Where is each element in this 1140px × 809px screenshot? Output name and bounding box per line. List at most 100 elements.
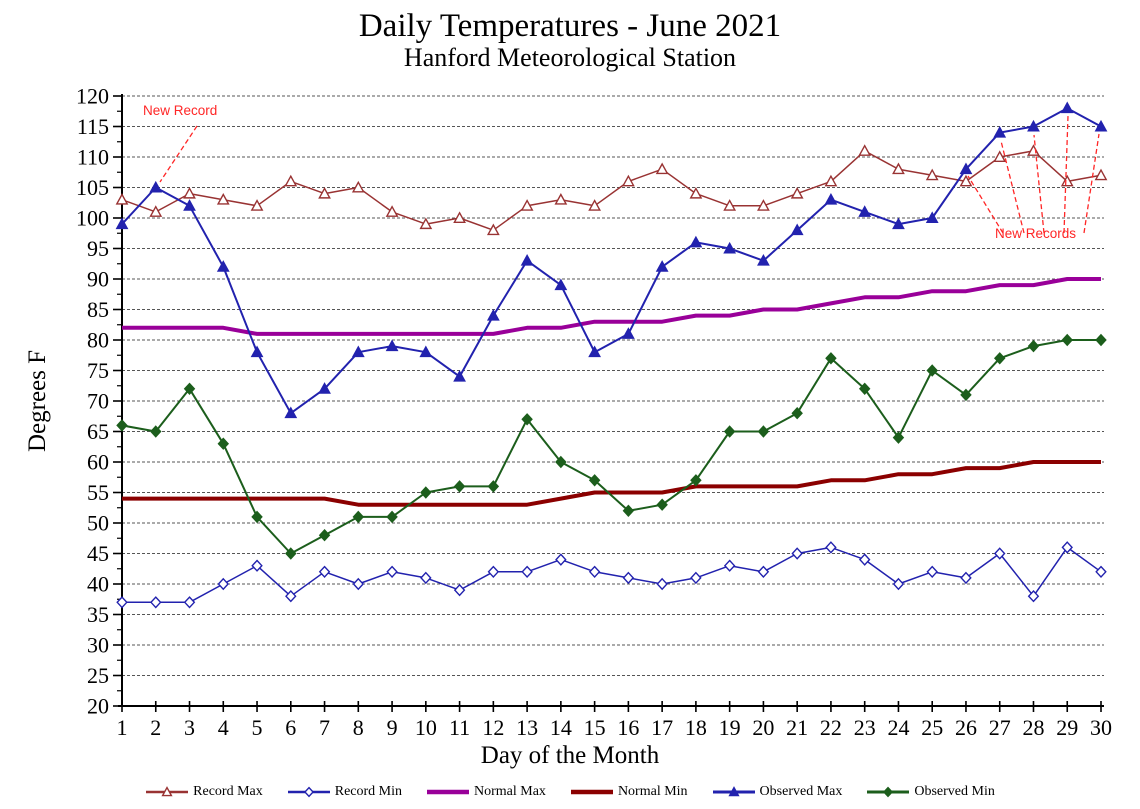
y-tick-label: 90 (87, 267, 109, 292)
marker-record-max (250, 199, 264, 211)
legend-sample-marker (727, 786, 740, 797)
marker-observed-min (993, 352, 1006, 365)
marker-record-max (183, 186, 196, 199)
legend-item-record-min: Record Min (287, 784, 402, 800)
y-tick-label: 120 (76, 84, 109, 109)
marker-record-min (690, 571, 702, 585)
observed-max-legend-marker (712, 786, 755, 797)
marker-observed-min (453, 480, 466, 493)
marker-observed-max (1094, 119, 1108, 132)
marker-observed-max (925, 211, 939, 223)
y-tick-label: 95 (87, 236, 109, 261)
annotation-line (1083, 133, 1100, 234)
y-tick-label: 100 (76, 206, 109, 231)
x-tick-label: 24 (887, 715, 909, 740)
x-tick-label: 10 (415, 715, 437, 740)
x-tick-label: 20 (752, 715, 774, 740)
legend-label: Record Max (193, 784, 263, 799)
marker-record-min (622, 571, 635, 585)
marker-record-min (791, 547, 803, 560)
marker-record-min (1061, 541, 1073, 554)
legend-label: Observed Max (759, 784, 843, 799)
marker-observed-max (554, 278, 568, 291)
marker-observed-max (486, 308, 500, 321)
x-tick-label: 8 (353, 715, 364, 740)
marker-record-min (993, 547, 1006, 560)
legend-item-observed-max: Observed Max (712, 784, 843, 800)
marker-record-max (925, 168, 939, 181)
marker-observed-min (690, 474, 702, 487)
chart-subtitle: Hanford Meteorological Station (403, 43, 737, 72)
x-tick-label: 23 (854, 715, 876, 740)
marker-observed-min (116, 419, 128, 432)
x-tick-label: 25 (921, 715, 943, 740)
marker-observed-max (385, 339, 399, 352)
x-tick-label: 13 (516, 715, 538, 740)
x-tick-label: 26 (955, 715, 977, 740)
marker-record-min (858, 553, 871, 566)
marker-observed-max (453, 369, 466, 382)
marker-observed-min (791, 406, 803, 420)
legend-label: Record Min (334, 784, 402, 799)
y-tick-label: 110 (77, 145, 109, 170)
x-tick-label: 4 (218, 715, 229, 740)
marker-record-min (1095, 565, 1107, 579)
y-tick-label: 45 (87, 541, 109, 566)
x-tick-label: 18 (685, 715, 707, 740)
marker-observed-min (318, 528, 331, 542)
x-tick-label: 15 (584, 715, 606, 740)
x-tick-label: 17 (651, 715, 673, 740)
marker-record-min (420, 571, 432, 585)
marker-observed-max (1060, 101, 1074, 114)
marker-record-min (757, 565, 770, 579)
marker-record-max (689, 186, 703, 199)
marker-record-max (520, 199, 534, 211)
marker-observed-min (825, 352, 837, 365)
marker-observed-min (487, 480, 500, 493)
x-tick-label: 21 (786, 715, 808, 740)
series-normal-max-line (122, 277, 1101, 336)
x-tick-label: 28 (1022, 715, 1044, 740)
y-tick-label: 25 (87, 663, 109, 688)
x-tick-label: 14 (550, 715, 572, 740)
marker-record-max (554, 193, 568, 205)
marker-observed-min (1027, 339, 1040, 353)
marker-record-max (419, 217, 433, 230)
y-tick-label: 50 (87, 511, 109, 536)
marker-record-min (825, 541, 837, 554)
x-tick-label: 29 (1056, 715, 1078, 740)
marker-record-min (656, 577, 668, 591)
marker-observed-max (993, 125, 1007, 138)
marker-observed-max (858, 205, 872, 217)
observed-min-legend-marker (867, 786, 910, 798)
marker-record-max (284, 174, 298, 187)
x-tick-label: 2 (150, 715, 161, 740)
normal-max-legend-marker (427, 789, 469, 795)
legend-item-normal-min: Normal Min (570, 784, 688, 800)
x-tick-label: 7 (319, 715, 330, 740)
x-tick-label: 22 (820, 715, 842, 740)
legend-label: Normal Min (617, 784, 688, 799)
marker-record-max (1094, 168, 1108, 181)
marker-observed-min (926, 364, 938, 377)
x-tick-label: 30 (1090, 715, 1112, 740)
annotation-line (1063, 115, 1069, 234)
y-tick-label: 30 (87, 633, 109, 658)
marker-record-max (824, 174, 838, 187)
marker-observed-min (892, 431, 905, 444)
marker-observed-min (1095, 333, 1107, 347)
marker-record-max (655, 162, 669, 175)
normal-min-legend-marker (570, 789, 613, 795)
y-axis-title: Degrees F (24, 349, 51, 453)
marker-observed-min (858, 382, 871, 396)
annotation-new-record: New Record (143, 103, 218, 118)
marker-record-max (1060, 174, 1074, 187)
marker-observed-min (521, 413, 533, 426)
marker-observed-max (892, 217, 905, 230)
marker-observed-min (555, 455, 567, 469)
marker-observed-min (1061, 333, 1073, 347)
marker-record-max (993, 150, 1007, 162)
marker-observed-max (621, 327, 635, 339)
marker-record-min (926, 565, 938, 579)
